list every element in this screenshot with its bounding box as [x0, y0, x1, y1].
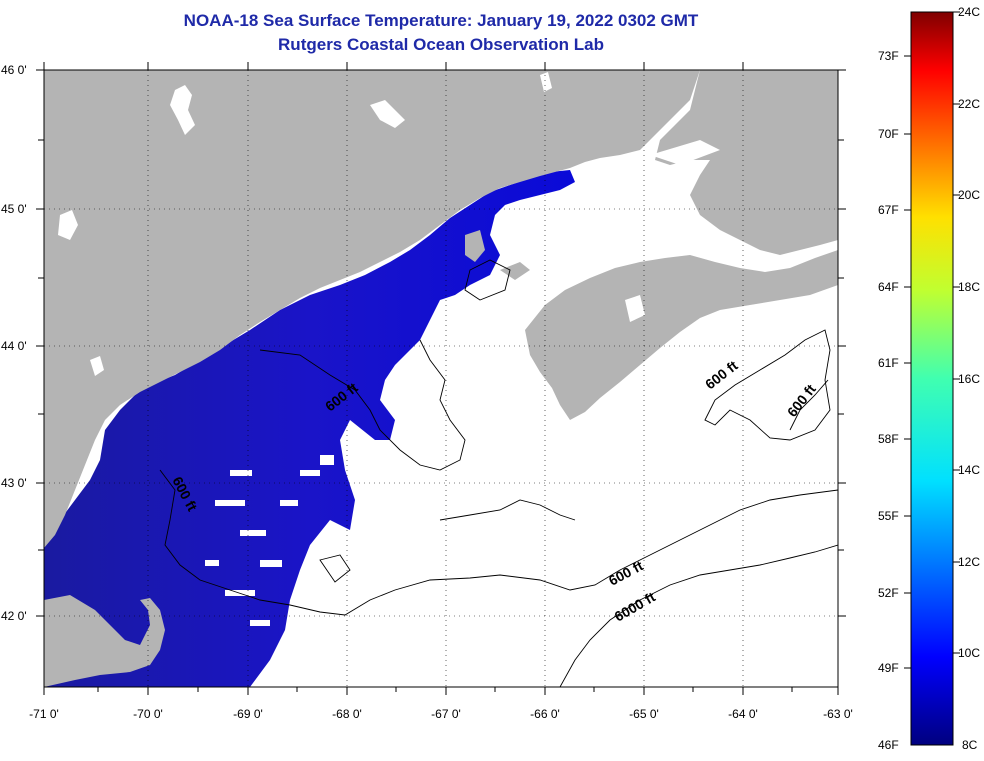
sst-cold-water-band [44, 170, 575, 687]
colorbar-c-label: 20C [958, 188, 980, 202]
temperature-colorbar: 73F 70F 67F 64F 61F 58F 55F 52F 49F 46F … [878, 5, 980, 752]
land-cape-cod [44, 595, 165, 687]
axis-ticks [36, 62, 846, 695]
lon-label: -66 0' [530, 707, 560, 721]
colorbar-celsius-labels: 24C 22C 20C 18C 16C 14C 12C 10C 8C [958, 5, 980, 752]
colorbar-c-label: 22C [958, 97, 980, 111]
colorbar-c-label: 14C [958, 463, 980, 477]
contour-600ft-browns [704, 329, 831, 441]
colorbar-gradient [910, 11, 954, 746]
land-nova-scotia [525, 250, 838, 420]
lat-label: 44 0' [1, 339, 27, 353]
map-subtitle: Rutgers Coastal Ocean Observation Lab [278, 35, 604, 54]
lon-label: -71 0' [29, 707, 59, 721]
map-area [44, 70, 838, 687]
lon-label: -67 0' [431, 707, 461, 721]
lat-label: 42 0' [1, 609, 27, 623]
colorbar-f-label: 55F [878, 509, 899, 523]
lon-label: -69 0' [233, 707, 263, 721]
latitude-labels: 46 0' 45 0' 44 0' 43 0' 42 0' [1, 63, 27, 623]
colorbar-f-label: 67F [878, 203, 899, 217]
bathymetry-contours [159, 259, 838, 687]
land-new-england [44, 70, 700, 548]
colorbar-f-label: 70F [878, 127, 899, 141]
inland-lakes [58, 72, 720, 376]
longitude-labels: -71 0' -70 0' -69 0' -68 0' -67 0' -66 0… [29, 707, 853, 721]
contour-600ft-inner [259, 339, 466, 471]
lat-label: 43 0' [1, 476, 27, 490]
lat-label: 46 0' [1, 63, 27, 77]
colorbar-c-label: 8C [962, 738, 978, 752]
lon-label: -63 0' [823, 707, 853, 721]
lon-label: -65 0' [629, 707, 659, 721]
colorbar-c-label: 16C [958, 372, 980, 386]
colorbar-f-label: 46F [878, 738, 899, 752]
land [44, 70, 838, 687]
colorbar-c-label: 10C [958, 646, 980, 660]
colorbar-f-label: 64F [878, 280, 899, 294]
lon-label: -64 0' [728, 707, 758, 721]
lon-label: -70 0' [133, 707, 163, 721]
colorbar-c-label: 12C [958, 555, 980, 569]
colorbar-f-label: 49F [878, 661, 899, 675]
contour-600ft-georges [439, 499, 576, 521]
lon-label: -68 0' [332, 707, 362, 721]
colorbar-f-label: 58F [878, 432, 899, 446]
colorbar-f-label: 73F [878, 49, 899, 63]
land-new-brunswick [655, 70, 838, 255]
contour-600ft-gulf [159, 469, 838, 616]
lat-label: 45 0' [1, 202, 27, 216]
colorbar-fahrenheit-labels: 73F 70F 67F 64F 61F 58F 55F 52F 49F 46F [878, 49, 899, 752]
contour-6000ft [559, 544, 838, 687]
map-title: NOAA-18 Sea Surface Temperature: January… [183, 11, 699, 30]
colorbar-f-label: 61F [878, 356, 899, 370]
colorbar-c-label: 18C [958, 280, 980, 294]
contour-600ft-east [789, 379, 829, 431]
map-frame [43, 69, 839, 688]
colorbar-c-label: 24C [958, 5, 980, 19]
colorbar-f-label: 52F [878, 586, 899, 600]
